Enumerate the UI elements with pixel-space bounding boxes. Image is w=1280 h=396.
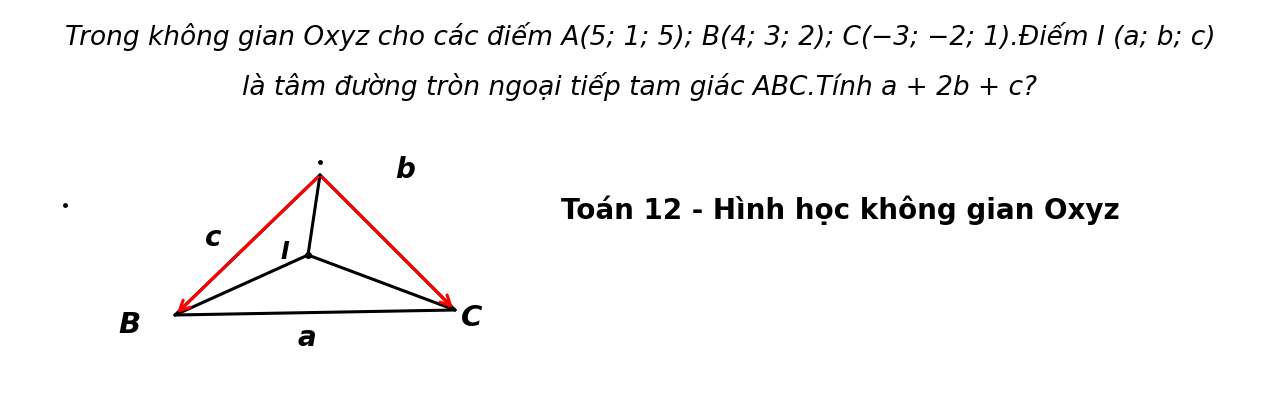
Text: C: C bbox=[461, 304, 483, 332]
Text: c: c bbox=[205, 224, 221, 252]
Text: Toán 12 - Hình học không gian Oxyz: Toán 12 - Hình học không gian Oxyz bbox=[561, 195, 1120, 225]
Text: là tâm đường tròn ngoại tiếp tam giác ABC.Tính a + 2b + c?: là tâm đường tròn ngoại tiếp tam giác AB… bbox=[242, 72, 1038, 101]
Text: I: I bbox=[280, 240, 289, 264]
Text: a: a bbox=[298, 324, 316, 352]
Text: Trong không gian Oxyz cho các điếm A(5; 1; 5); B(4; 3; 2); C(−3; −2; 1).Điếm I (: Trong không gian Oxyz cho các điếm A(5; … bbox=[65, 22, 1215, 51]
Text: b: b bbox=[396, 156, 415, 184]
Text: B: B bbox=[119, 311, 141, 339]
